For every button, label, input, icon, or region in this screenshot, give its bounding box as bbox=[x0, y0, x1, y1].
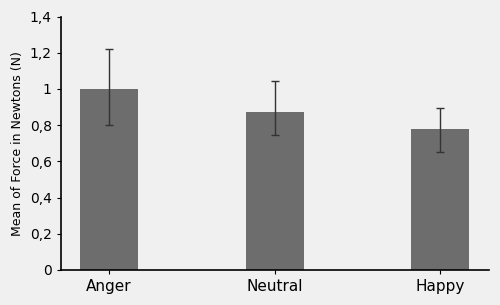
Y-axis label: Mean of Force in Newtons (N): Mean of Force in Newtons (N) bbox=[11, 51, 24, 236]
Bar bbox=[80, 89, 138, 270]
Bar bbox=[412, 129, 470, 270]
Bar bbox=[246, 112, 304, 270]
